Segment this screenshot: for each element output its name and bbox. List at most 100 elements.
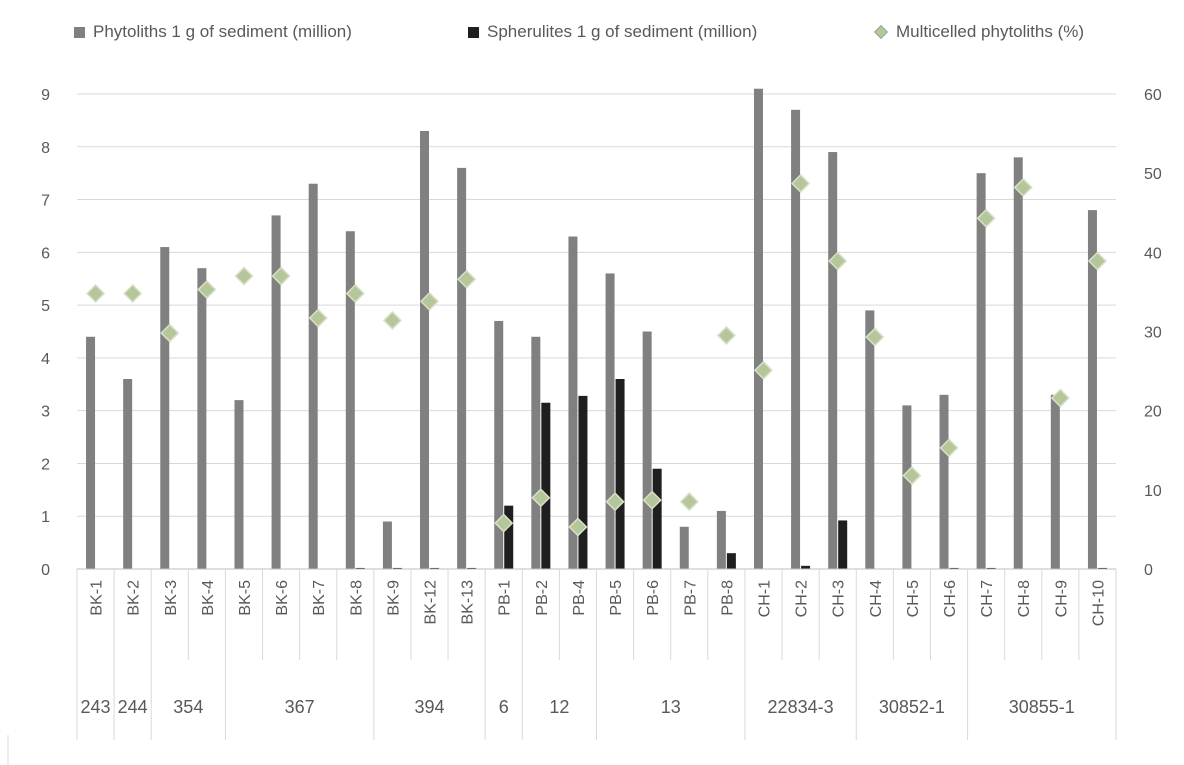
bar-phytoliths <box>382 521 392 569</box>
bar-phytoliths <box>1087 210 1097 569</box>
x-category-label: CH-1 <box>756 580 773 617</box>
marker-multicelled <box>902 466 922 486</box>
y-left-tick-label: 9 <box>41 87 50 104</box>
bar-phytoliths <box>865 310 875 569</box>
x-category-label: PB-2 <box>534 580 551 616</box>
bar-phytoliths <box>642 331 652 569</box>
y-left-tick-label: 5 <box>41 298 50 315</box>
x-category-label: BK-8 <box>348 580 365 616</box>
bar-phytoliths <box>420 130 430 569</box>
y-right-tick-label: 20 <box>1144 404 1162 421</box>
x-category-label: CH-5 <box>905 580 922 617</box>
x-category-label: BK-2 <box>126 580 143 616</box>
marker-multicelled <box>197 279 217 300</box>
marker-multicelled <box>679 492 699 512</box>
x-category-label: BK-13 <box>460 580 477 625</box>
marker-multicelled <box>828 251 848 271</box>
y-left-tick-label: 7 <box>41 193 50 210</box>
y-left-tick-label: 4 <box>41 351 50 368</box>
bar-phytoliths <box>1050 394 1060 569</box>
marker-multicelled <box>457 269 477 289</box>
bar-phytoliths <box>345 231 355 569</box>
marker-multicelled <box>753 360 774 380</box>
x-category-label: CH-4 <box>868 580 885 617</box>
x-group-label: 22834-3 <box>768 697 834 717</box>
marker-multicelled <box>382 310 402 330</box>
y-right-tick-label: 50 <box>1144 166 1162 183</box>
x-category-label: PB-6 <box>645 580 662 616</box>
bar-phytoliths <box>902 405 912 569</box>
bar-phytoliths <box>679 526 689 569</box>
legend-swatch-phytoliths <box>74 26 85 38</box>
marker-multicelled <box>1050 388 1070 408</box>
x-group-label: 30852-1 <box>879 697 945 717</box>
bar-phytoliths <box>86 336 96 569</box>
y-right-tick-label: 30 <box>1144 325 1162 342</box>
bar-phytoliths <box>531 336 541 569</box>
x-category-label: CH-8 <box>1016 580 1033 617</box>
marker-multicelled <box>160 323 180 343</box>
bar-phytoliths <box>197 268 207 569</box>
x-category-label: BK-12 <box>423 580 440 625</box>
bar-phytoliths <box>308 183 318 569</box>
x-group-label: 354 <box>173 697 203 717</box>
bar-phytoliths <box>716 510 726 569</box>
x-category-label: BK-1 <box>89 580 106 616</box>
marker-multicelled <box>865 327 885 347</box>
bar-phytoliths <box>494 320 504 569</box>
marker-multicelled <box>123 283 143 304</box>
x-category-label: PB-4 <box>571 580 588 616</box>
x-category-label: CH-7 <box>979 580 996 617</box>
marker-multicelled <box>531 488 551 508</box>
marker-multicelled <box>939 438 959 458</box>
y-left-tick-label: 3 <box>41 404 50 421</box>
marker-multicelled <box>716 325 736 346</box>
x-group-label: 13 <box>661 697 681 717</box>
marker-multicelled <box>976 208 996 228</box>
bar-phytoliths <box>828 152 838 570</box>
x-category-label: CH-6 <box>942 580 959 617</box>
marker-multicelled <box>271 266 291 286</box>
x-group-label: 367 <box>285 697 315 717</box>
marker-multicelled <box>419 291 440 311</box>
x-category-label: BK-9 <box>385 580 402 616</box>
marker-multicelled <box>85 283 106 304</box>
y-right-tick-label: 60 <box>1144 87 1162 104</box>
marker-multicelled <box>1013 177 1033 197</box>
x-group-label: 243 <box>81 697 111 717</box>
bar-spherulites <box>578 395 588 569</box>
marker-multicelled <box>568 517 588 537</box>
legend-label-phytoliths: Phytoliths 1 g of sediment (million) <box>93 22 352 41</box>
x-group-label: 6 <box>499 697 509 717</box>
x-category-label: BK-6 <box>274 580 291 616</box>
bar-spherulites <box>838 520 848 569</box>
bar-phytoliths <box>605 273 615 569</box>
legend-swatch-spherulites <box>468 26 479 38</box>
x-category-label: PB-7 <box>682 580 699 616</box>
x-category-label: CH-3 <box>831 580 848 617</box>
y-left-tick-label: 6 <box>41 245 50 262</box>
legend: Phytoliths 1 g of sediment (million) Sph… <box>0 22 1184 50</box>
bar-phytoliths <box>271 215 281 569</box>
x-category-label: PB-8 <box>719 580 736 616</box>
bar-spherulites <box>726 553 736 569</box>
marker-multicelled <box>791 173 811 194</box>
bar-spherulites <box>541 402 551 569</box>
x-category-label: BK-4 <box>200 580 217 616</box>
bar-phytoliths <box>160 247 170 570</box>
x-group-label: 244 <box>118 697 148 717</box>
bar-phytoliths <box>123 379 133 569</box>
y-right-tick-label: 0 <box>1144 562 1153 579</box>
legend-item-spherulites: Spherulites 1 g of sediment (million) <box>468 22 757 42</box>
bar-phytoliths <box>457 167 467 569</box>
x-category-label: BK-3 <box>163 580 180 616</box>
x-group-label: 12 <box>549 697 569 717</box>
x-category-label: PB-5 <box>608 580 625 616</box>
legend-item-multicelled: Multicelled phytoliths (%) <box>873 22 1085 42</box>
y-left-tick-label: 2 <box>41 456 50 473</box>
bar-spherulites <box>615 379 625 569</box>
marker-multicelled <box>308 308 328 328</box>
legend-label-multicelled: Multicelled phytoliths (%) <box>896 22 1085 41</box>
legend-label-spherulites: Spherulites 1 g of sediment (million) <box>487 22 758 41</box>
